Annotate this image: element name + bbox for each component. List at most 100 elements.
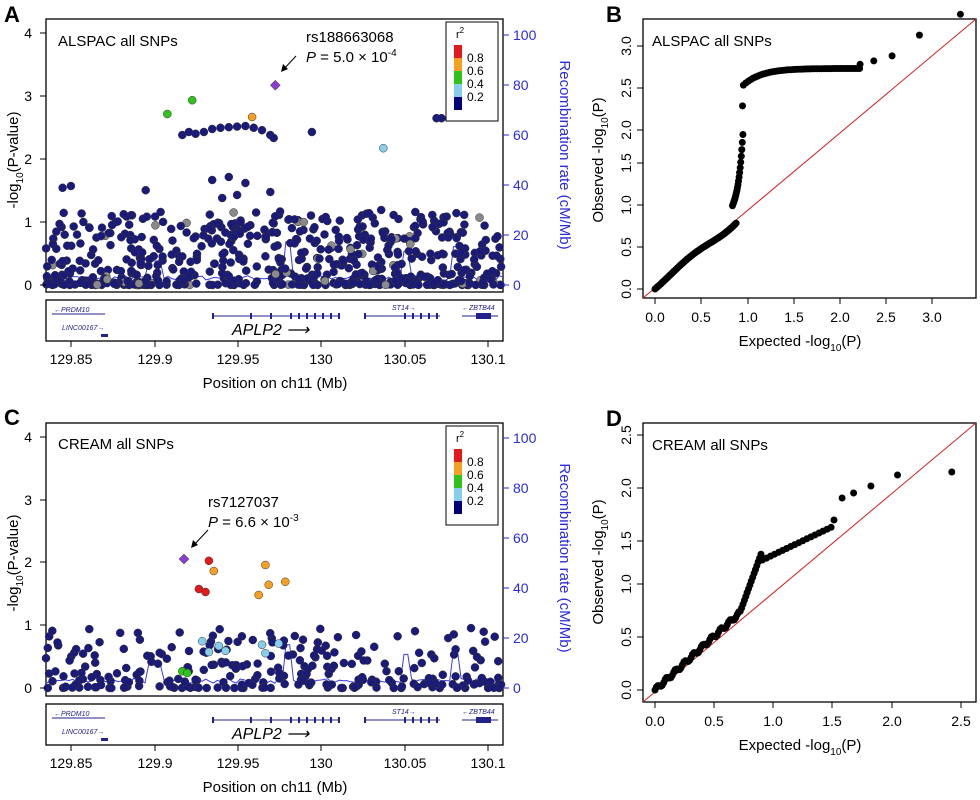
- snp-point: [321, 212, 330, 222]
- snp-point: [137, 248, 147, 257]
- legend-title-sup-a: 2: [460, 26, 465, 35]
- snp-point: [299, 217, 309, 227]
- gene-name: PRDM10: [61, 711, 90, 718]
- lead-arrow-head-a: [281, 64, 288, 72]
- gene-exons-aplp2: [212, 717, 340, 723]
- snp-point: [210, 259, 219, 268]
- snp-point: [237, 680, 247, 689]
- y2-tick-label: 60: [513, 127, 529, 143]
- y-axis-label-a: -log10(P-value): [5, 112, 26, 209]
- snp-point: [42, 262, 52, 271]
- qq-point: [737, 152, 745, 160]
- snp-point: [119, 209, 128, 219]
- highlighted-snp: [209, 566, 219, 576]
- gene-name: ZBTB44: [468, 305, 495, 312]
- snp-point: [493, 232, 502, 241]
- snp-point: [253, 670, 262, 680]
- x-axis-a: 129.85 129.9 129.95 130 130.05 130.1 Pos…: [50, 341, 506, 392]
- gene-arrow: ←: [54, 307, 61, 314]
- gene-arrow: ←: [462, 709, 469, 716]
- snp-point: [102, 275, 112, 284]
- snp-point: [208, 280, 217, 290]
- snp-point: [322, 680, 331, 689]
- y-tick-label: 2: [24, 151, 32, 167]
- snp-point: [232, 190, 242, 200]
- snp-point: [456, 276, 466, 286]
- gene-arrow: ⟶: [282, 726, 310, 743]
- snp-point: [357, 647, 366, 656]
- qq-point: [915, 31, 923, 39]
- snp-point: [492, 251, 501, 260]
- snp-point: [469, 255, 479, 264]
- snp-point: [325, 254, 334, 264]
- snp-point: [407, 254, 416, 263]
- snp-point: [132, 270, 141, 280]
- snp-point: [350, 682, 360, 692]
- snp-point: [88, 273, 98, 282]
- y-tick-label: 2: [24, 554, 32, 570]
- snp-point: [458, 228, 468, 237]
- y2-tick-label: 20: [513, 630, 529, 646]
- plot-frame-c: [45, 422, 504, 697]
- legend-swatch-red-a: [454, 45, 462, 58]
- y-tick-label: 0: [24, 680, 32, 696]
- snp-point: [320, 276, 330, 286]
- snp-point: [208, 631, 218, 640]
- snp-point: [69, 222, 78, 231]
- snp-point: [480, 637, 490, 646]
- x-tick-label: 1.0: [763, 713, 783, 729]
- snp-point: [58, 256, 67, 266]
- snp-point: [373, 253, 383, 262]
- snp-point: [77, 209, 86, 218]
- snp-point: [438, 263, 448, 272]
- snp-point: [243, 222, 253, 232]
- x-axis-label-b: Expected -log10(P): [739, 333, 862, 354]
- qq-point: [870, 57, 878, 65]
- snp-point: [106, 240, 115, 250]
- gene-name: LINC00167: [62, 325, 99, 332]
- snp-point: [180, 677, 190, 686]
- lead-snp-label-c: rs7127037: [208, 494, 279, 511]
- snp-point: [315, 254, 324, 263]
- snp-point: [316, 245, 325, 254]
- lead-arrow-head-c: [191, 540, 198, 548]
- snp-point: [428, 222, 437, 232]
- snp-point: [490, 632, 499, 641]
- snp-point: [250, 280, 259, 290]
- snp-point: [249, 123, 258, 133]
- gene-arrow: →: [97, 729, 104, 736]
- snp-point: [239, 280, 248, 290]
- snp-point: [355, 279, 365, 289]
- qq-point: [830, 516, 838, 524]
- snp-point: [162, 277, 171, 286]
- x-tick-label: 0.5: [691, 309, 711, 325]
- snp-point: [359, 656, 368, 665]
- snp-point: [156, 207, 165, 217]
- snp-point: [378, 229, 388, 238]
- highlighted-snp: [264, 580, 273, 590]
- legend-tick-04-a: 0.4: [467, 77, 484, 91]
- gene-label-linc00167: LINC00167→: [62, 729, 104, 736]
- snp-point: [166, 224, 176, 234]
- y-axis-b: 0.0 0.5 1.0 1.5 2.0 2.5 3.0 Observed -lo…: [590, 36, 643, 299]
- snp-point: [85, 624, 94, 634]
- snp-point: [441, 212, 450, 222]
- snp-point: [437, 680, 447, 689]
- snp-point: [47, 255, 56, 265]
- snp-point: [78, 649, 88, 658]
- lead-snp-pvalue-a: P = 5.0 × 10-4: [306, 48, 397, 66]
- plot-frame-d: [642, 422, 977, 703]
- snp-point: [480, 221, 489, 230]
- x-tick-label: 129.95: [217, 755, 260, 771]
- snp-point: [397, 682, 407, 691]
- highlighted-snp: [221, 646, 230, 656]
- snp-point: [66, 181, 76, 191]
- snp-point: [119, 644, 129, 654]
- y-label-post-d: (P): [590, 499, 607, 519]
- snp-point: [452, 208, 461, 218]
- snp-point: [329, 260, 339, 269]
- snp-point: [306, 211, 316, 220]
- x-axis-label-d: Expected -log10(P): [739, 737, 862, 758]
- highlighted-snp: [197, 636, 207, 646]
- legend-swatch-navy-c: [454, 501, 462, 514]
